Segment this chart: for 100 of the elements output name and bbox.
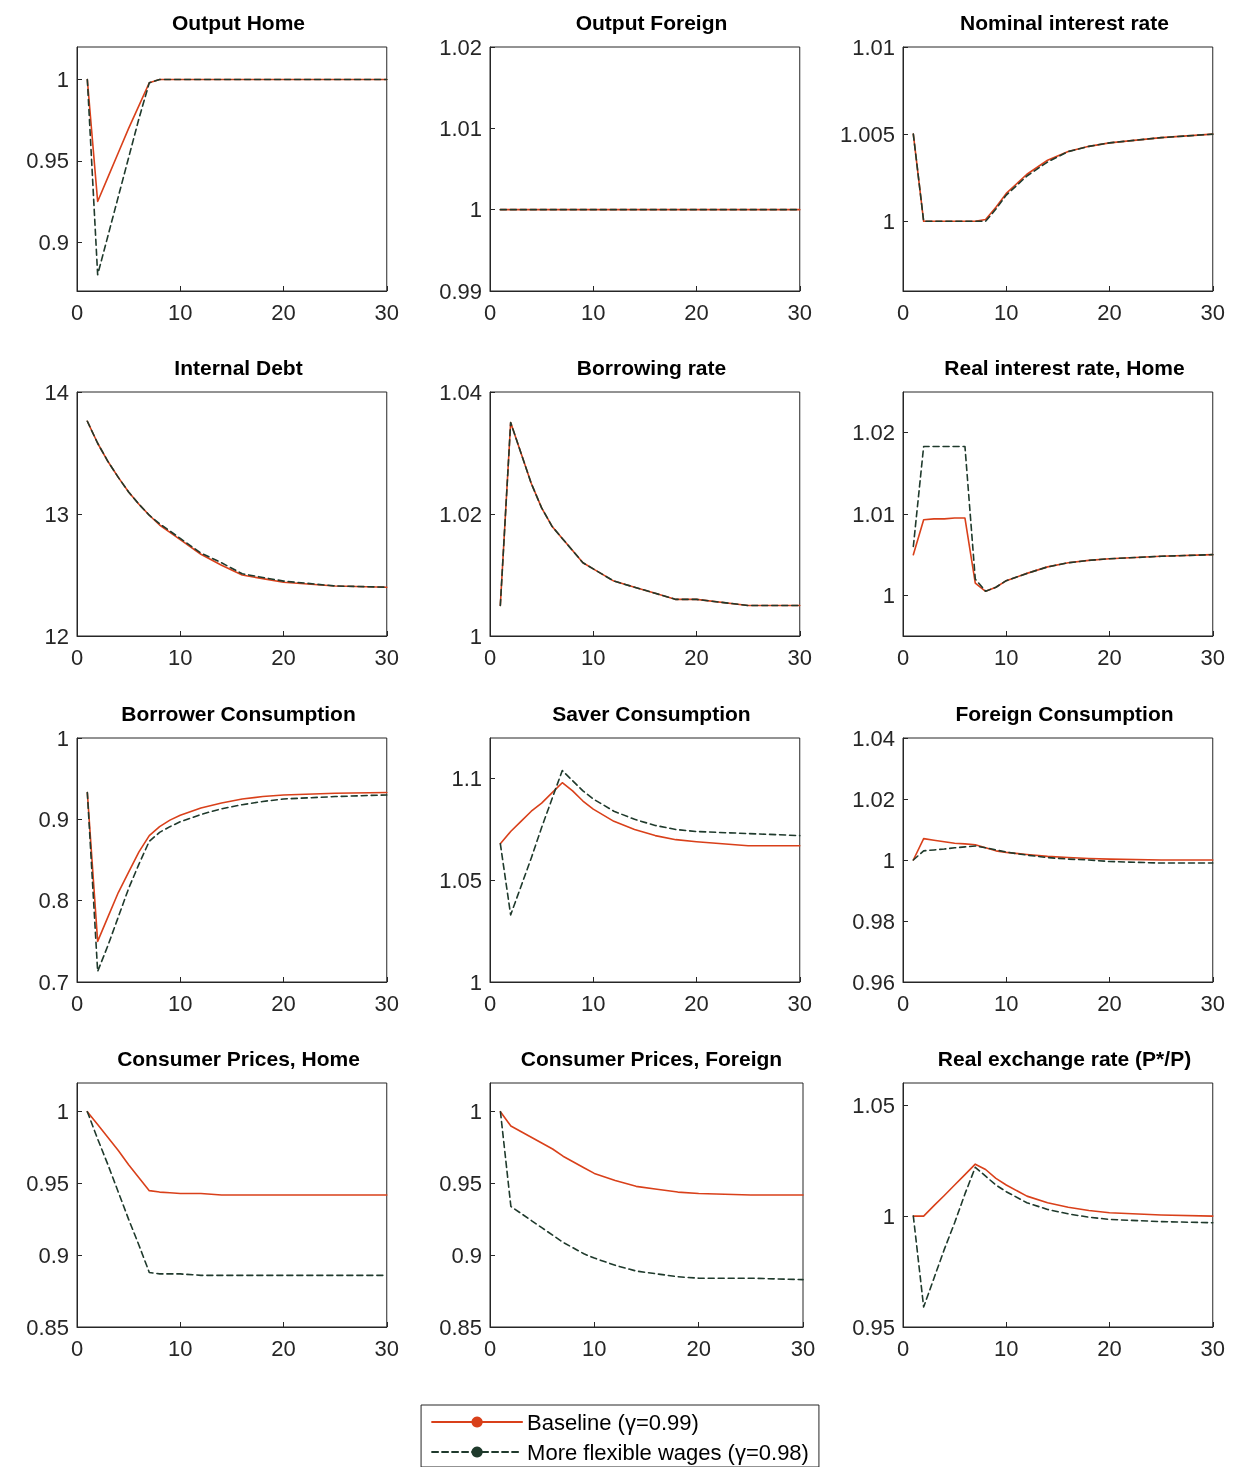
y-tick-label: 1 [56, 1099, 69, 1125]
x-tick-label: 10 [582, 1335, 607, 1361]
y-tick-label: 1.02 [439, 501, 482, 527]
y-tick-label: 1 [882, 847, 895, 873]
y-tick-label: 0.95 [852, 1314, 895, 1340]
y-tick-label: 1 [469, 197, 482, 223]
y-tick-label: 1.02 [852, 786, 895, 812]
y-tick-label: 0.7 [38, 969, 69, 995]
x-tick-label: 0 [896, 299, 910, 325]
x-tick-label: 30 [1200, 644, 1226, 670]
y-tick-label: 1.01 [852, 34, 895, 60]
x-tick-label: 0 [483, 990, 497, 1016]
chart-title: Borrower Consumption [121, 702, 356, 725]
y-tick-label: 1 [56, 725, 69, 751]
x-tick-label: 20 [684, 990, 709, 1016]
y-tick-label: 0.8 [38, 888, 69, 914]
x-tick-label: 0 [70, 990, 84, 1016]
y-tick-label: 1 [469, 1099, 482, 1125]
y-tick-label: 1.04 [439, 379, 482, 405]
x-tick-label: 20 [271, 990, 296, 1016]
y-tick-label: 13 [44, 501, 69, 527]
y-tick-label: 0.9 [38, 229, 69, 255]
chart-title: Consumer Prices, Foreign [520, 1047, 783, 1070]
y-tick-label: 1 [469, 623, 482, 649]
y-tick-label: 1 [882, 1203, 895, 1229]
line-series [499, 1110, 804, 1196]
y-tick-label: 0.85 [439, 1314, 482, 1340]
chart-title: Internal Debt [174, 356, 303, 379]
line-series [86, 791, 388, 943]
y-tick-label: 1 [469, 969, 482, 995]
legend-label: More flexible wages (γ=0.98) [527, 1439, 809, 1465]
x-tick-label: 0 [483, 1335, 497, 1361]
y-tick-label: 0.96 [852, 969, 895, 995]
x-tick-label: 10 [581, 644, 606, 670]
y-tick-label: 0.9 [451, 1242, 482, 1268]
y-tick-label: 0.99 [439, 278, 482, 304]
chart-title: Real exchange rate (P*/P) [937, 1047, 1192, 1070]
y-tick-label: 0.9 [38, 1242, 69, 1268]
x-tick-label: 0 [483, 299, 497, 325]
line-series [499, 781, 801, 847]
x-tick-label: 30 [374, 990, 400, 1016]
chart-title: Output Home [172, 11, 305, 34]
x-tick-label: 20 [271, 1335, 296, 1361]
x-tick-label: 30 [374, 644, 400, 670]
line-series [912, 837, 1214, 861]
line-series [86, 78, 388, 276]
chart-title: Consumer Prices, Home [117, 1047, 360, 1070]
line-series [912, 845, 1214, 864]
y-tick-label: 1 [882, 582, 895, 608]
x-tick-label: 10 [994, 299, 1019, 325]
line-series [499, 421, 801, 607]
x-tick-label: 20 [684, 299, 709, 325]
x-tick-label: 10 [581, 990, 606, 1016]
y-tick-label: 0.9 [38, 806, 69, 832]
y-tick-label: 1.02 [852, 420, 895, 446]
x-tick-label: 0 [70, 299, 84, 325]
x-tick-label: 30 [787, 299, 813, 325]
x-tick-label: 20 [271, 299, 296, 325]
y-tick-label: 0.85 [26, 1314, 69, 1340]
y-tick-label: 1.05 [852, 1092, 895, 1118]
x-tick-label: 0 [896, 644, 910, 670]
x-tick-label: 10 [994, 1335, 1019, 1361]
x-tick-label: 10 [168, 1335, 193, 1361]
x-tick-label: 20 [271, 644, 296, 670]
x-tick-label: 30 [790, 1335, 816, 1361]
chart-title: Output Foreign [575, 11, 728, 34]
y-tick-label: 1.1 [451, 766, 482, 792]
y-tick-label: 0.95 [26, 148, 69, 174]
x-tick-label: 0 [70, 1335, 84, 1361]
line-series [86, 1110, 388, 1196]
line-series [86, 420, 388, 588]
y-tick-label: 1.005 [839, 121, 895, 147]
line-series [912, 445, 1214, 593]
x-tick-label: 20 [686, 1335, 711, 1361]
line-series [912, 133, 1214, 223]
y-tick-label: 1.01 [852, 501, 895, 527]
x-tick-label: 10 [994, 644, 1019, 670]
x-tick-label: 30 [787, 990, 813, 1016]
chart-title: Saver Consumption [552, 702, 751, 725]
y-tick-label: 14 [44, 379, 69, 405]
x-tick-label: 20 [1097, 1335, 1122, 1361]
x-tick-label: 10 [168, 299, 193, 325]
y-tick-label: 1.04 [852, 725, 895, 751]
x-tick-label: 20 [1097, 990, 1122, 1016]
y-tick-label: 1.05 [439, 867, 482, 893]
x-tick-label: 10 [581, 299, 606, 325]
line-series [912, 1166, 1214, 1308]
x-tick-label: 30 [374, 299, 400, 325]
x-tick-label: 30 [1200, 299, 1226, 325]
y-tick-label: 0.95 [26, 1170, 69, 1196]
y-tick-label: 1 [882, 208, 895, 234]
x-tick-label: 0 [70, 644, 84, 670]
x-tick-label: 30 [787, 644, 813, 670]
y-tick-label: 0.98 [852, 908, 895, 934]
x-tick-label: 30 [374, 1335, 400, 1361]
x-tick-label: 0 [896, 990, 910, 1016]
line-series [499, 1110, 804, 1281]
x-tick-label: 30 [1200, 990, 1226, 1016]
y-tick-label: 12 [44, 623, 69, 649]
y-tick-label: 1 [56, 67, 69, 93]
